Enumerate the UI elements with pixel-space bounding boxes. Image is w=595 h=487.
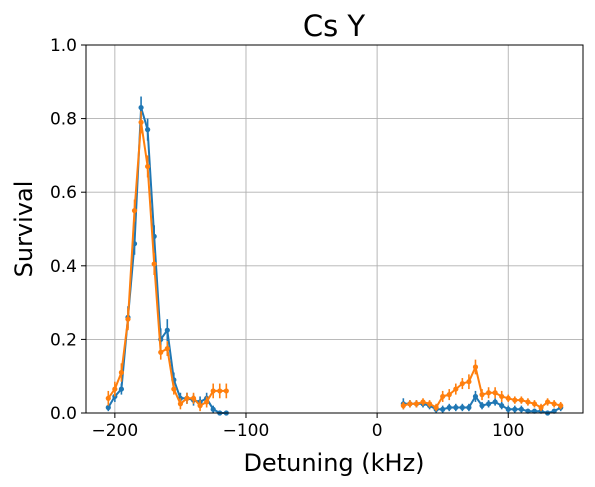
data-point (112, 386, 118, 392)
data-point (525, 408, 531, 414)
series-2-line (107, 121, 227, 407)
data-point (138, 119, 144, 125)
y-tick-label: 0.0 (50, 404, 77, 424)
data-point (472, 393, 479, 400)
data-point (492, 399, 498, 405)
data-point (531, 401, 538, 407)
data-point (472, 364, 479, 370)
data-point (204, 399, 210, 405)
data-point (145, 127, 151, 133)
data-point (151, 261, 157, 267)
x-tick-label: −100 (223, 421, 270, 441)
data-point (459, 380, 465, 387)
data-point (531, 408, 538, 414)
data-point (138, 104, 144, 111)
data-point (105, 395, 111, 401)
data-point (558, 403, 564, 409)
data-point (459, 404, 465, 411)
data-point (184, 395, 190, 401)
data-point (440, 406, 446, 412)
data-point (505, 406, 511, 412)
data-point (125, 316, 131, 322)
y-tick-label: 0.8 (50, 110, 77, 130)
data-point (485, 390, 492, 396)
data-point (499, 403, 505, 409)
data-point (413, 401, 420, 407)
data-point (190, 395, 197, 401)
data-point (210, 388, 216, 394)
y-tick-label: 0.2 (50, 330, 77, 350)
data-point (131, 208, 138, 214)
data-point (118, 369, 125, 376)
data-point (466, 379, 472, 385)
data-point (551, 408, 557, 414)
data-point (453, 404, 459, 411)
data-point (223, 388, 229, 394)
data-point (453, 386, 459, 392)
data-point (164, 327, 170, 333)
data-point (485, 401, 492, 407)
data-point (499, 393, 505, 400)
y-tick-label: 0.4 (50, 257, 77, 277)
data-point (518, 406, 524, 412)
series-layer (105, 96, 564, 416)
data-point (446, 404, 452, 411)
data-point (466, 404, 472, 411)
data-point (512, 406, 518, 412)
data-point (518, 397, 524, 403)
data-point (145, 163, 151, 170)
data-point (479, 392, 485, 398)
data-point (440, 393, 446, 400)
axis-ticks: −200 −100 0 100 0.0 0.2 0.4 0.6 0.8 1.0 (50, 36, 525, 441)
data-point (197, 403, 203, 409)
data-point (407, 401, 413, 407)
y-tick-label: 1.0 (50, 36, 77, 56)
data-point (420, 399, 426, 405)
x-tick-label: −200 (91, 421, 138, 441)
data-point (505, 395, 511, 401)
data-point (446, 392, 452, 398)
chart-title: Cs Y (303, 9, 366, 43)
x-tick-label: 100 (492, 421, 524, 441)
x-tick-label: 0 (372, 421, 383, 441)
series-2 (105, 111, 564, 412)
series-1-line (107, 106, 227, 414)
data-point (512, 397, 518, 403)
data-point (426, 401, 433, 407)
data-point (217, 388, 223, 394)
data-point (210, 406, 216, 412)
data-point (118, 386, 125, 392)
series-1 (105, 96, 564, 416)
series-2-line (403, 366, 561, 409)
data-point (105, 404, 111, 411)
data-point (492, 390, 498, 396)
x-axis-label: Detuning (kHz) (243, 449, 424, 477)
data-point (551, 401, 557, 407)
data-point (164, 346, 170, 352)
data-point (538, 404, 544, 411)
data-point (171, 386, 177, 392)
data-point (525, 399, 531, 405)
y-tick-label: 0.6 (50, 183, 77, 203)
data-point (158, 349, 164, 355)
data-point (544, 399, 551, 405)
data-point (177, 401, 184, 407)
data-point (479, 403, 485, 409)
plot-frame (85, 44, 584, 414)
data-point (433, 404, 439, 411)
y-axis-label: Survival (10, 181, 38, 278)
data-point (400, 403, 406, 409)
